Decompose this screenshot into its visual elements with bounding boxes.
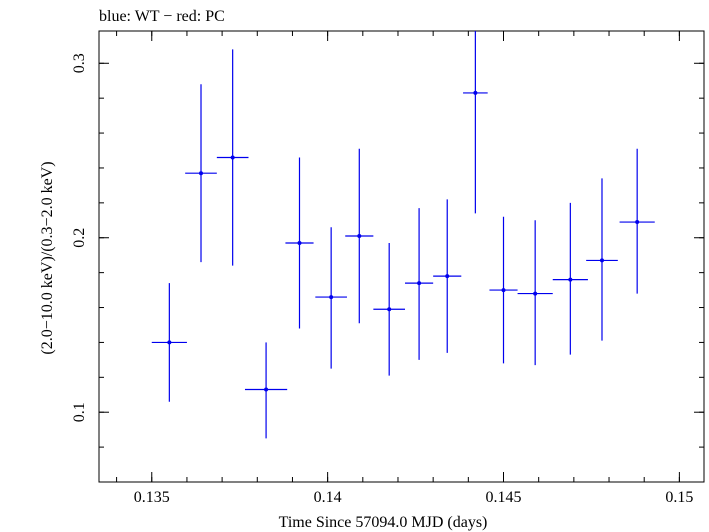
data-point	[387, 307, 392, 312]
axis-ticks	[99, 31, 704, 483]
y-tick-label: 0.3	[71, 53, 88, 73]
data-point	[230, 155, 235, 160]
chart-title: blue: WT − red: PC	[99, 8, 225, 25]
data-point	[329, 295, 334, 300]
x-tick-label: 0.145	[486, 489, 522, 506]
data-point	[533, 291, 538, 296]
data-point	[445, 274, 450, 279]
data-point	[635, 220, 640, 225]
tick-labels: 0.135 0.14 0.145 0.15 0.1 0.2 0.3	[71, 53, 693, 506]
data-marks	[151, 31, 655, 439]
data-point	[599, 258, 604, 263]
data-point	[473, 90, 478, 95]
data-point	[417, 281, 422, 286]
data-point	[167, 340, 172, 345]
data-point	[297, 240, 302, 245]
x-tick-label: 0.135	[134, 489, 170, 506]
x-tick-label: 0.15	[665, 489, 693, 506]
x-axis-label: Time Since 57094.0 MJD (days)	[279, 514, 488, 531]
data-point	[501, 288, 506, 293]
plot-frame	[98, 30, 705, 483]
data-point	[357, 234, 362, 238]
x-tick-label: 0.14	[314, 489, 342, 506]
data-point	[264, 387, 269, 392]
data-point	[568, 277, 573, 282]
y-axis-label: (2.0−10.0 keV)/(0.3−2.0 keV)	[39, 161, 56, 354]
y-tick-label: 0.2	[71, 228, 88, 248]
data-point	[199, 171, 204, 176]
y-tick-label: 0.1	[71, 402, 88, 422]
